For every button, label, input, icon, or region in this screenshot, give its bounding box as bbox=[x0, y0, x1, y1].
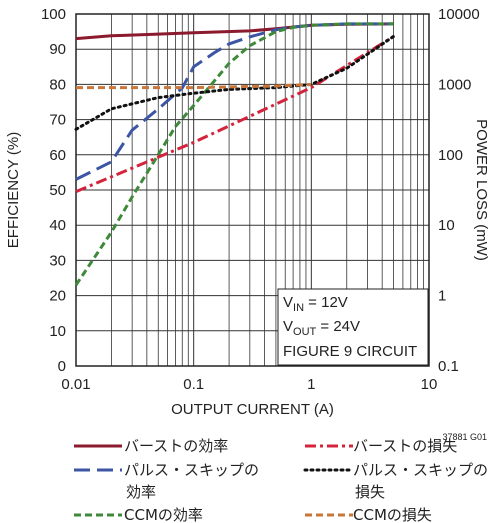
x-tick-label: 0.01 bbox=[61, 376, 90, 393]
y-tick-label: 90 bbox=[49, 41, 66, 58]
y2-tick-label: 1 bbox=[438, 288, 446, 305]
legend-label: パルス・スキップの bbox=[353, 461, 488, 479]
y-tick-label: 40 bbox=[49, 217, 66, 234]
annotation-vout: VOUT = 24V bbox=[283, 318, 360, 338]
y-tick-label: 100 bbox=[41, 6, 66, 23]
legend-label: バーストの効率 bbox=[124, 437, 228, 455]
series-line-3 bbox=[75, 35, 395, 193]
legend-label: バーストの損失 bbox=[353, 437, 457, 455]
series-line-0 bbox=[75, 22, 394, 41]
series-line-2 bbox=[74, 22, 394, 286]
annotation-circuit: FIGURE 9 CIRCUIT bbox=[283, 343, 417, 360]
y-tick-label: 0 bbox=[58, 358, 66, 375]
figure-id: 37881 G01 bbox=[442, 432, 487, 442]
x-tick-label: 1 bbox=[307, 376, 315, 393]
x-tick-label: 10 bbox=[421, 376, 438, 393]
y2-tick-label: 1000 bbox=[438, 76, 471, 93]
y2-tick-label: 10 bbox=[438, 217, 455, 234]
legend-label: 効率 bbox=[126, 483, 156, 501]
y-tick-label: 70 bbox=[49, 112, 66, 129]
y2-tick-label: 0.1 bbox=[438, 358, 459, 375]
series-line-1 bbox=[75, 22, 394, 181]
annotation-box bbox=[277, 288, 429, 366]
y2-axis-title: POWER LOSS (mW) bbox=[473, 119, 490, 261]
x-tick-label: 0.1 bbox=[183, 376, 204, 393]
y-axis-title: EFFICIENCY (%) bbox=[5, 132, 22, 248]
series-line-4 bbox=[74, 34, 396, 131]
y-tick-label: 20 bbox=[49, 288, 66, 305]
legend-label: 損失 bbox=[355, 483, 385, 501]
series-group bbox=[74, 22, 396, 286]
y-tick-label: 10 bbox=[49, 323, 66, 340]
legend: バーストの効率パルス・スキップの効率CCMの効率バーストの損失パルス・スキップの… bbox=[74, 437, 488, 523]
y2-tick-label: 10000 bbox=[438, 6, 480, 23]
legend-label: パルス・スキップの bbox=[124, 461, 259, 479]
legend-label: CCMの損失 bbox=[353, 506, 432, 523]
y-tick-label: 30 bbox=[49, 252, 66, 269]
legend-label: CCMの効率 bbox=[124, 506, 203, 523]
y2-tick-label: 100 bbox=[438, 147, 463, 164]
y-tick-label: 80 bbox=[49, 76, 66, 93]
y-tick-label: 50 bbox=[49, 182, 66, 199]
annotation-vin: VIN = 12V bbox=[283, 294, 348, 314]
x-axis-title: OUTPUT CURRENT (A) bbox=[171, 401, 334, 418]
series-line-5 bbox=[76, 82, 312, 90]
y-tick-label: 60 bbox=[49, 147, 66, 164]
